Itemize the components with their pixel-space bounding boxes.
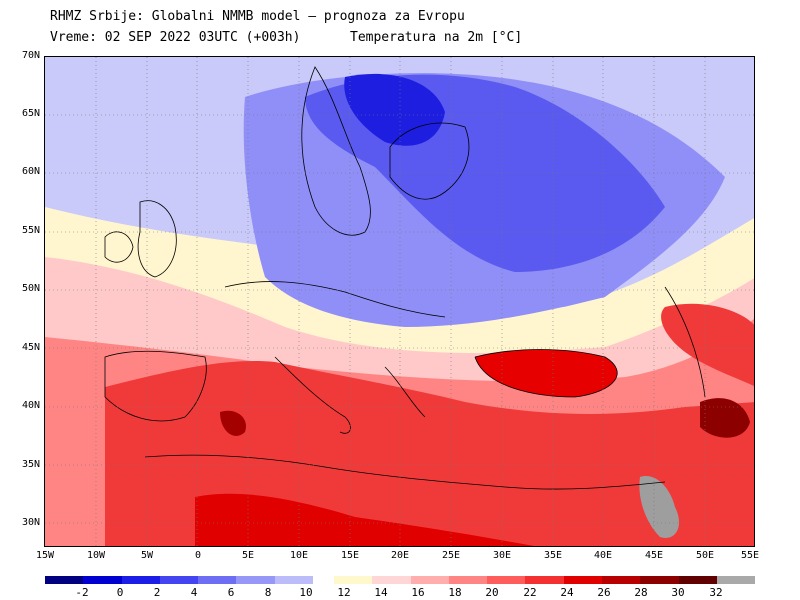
lon-label-5e: 5E xyxy=(241,550,255,561)
colorbar-label: 0 xyxy=(116,586,124,599)
zone-very-hot-north-africa xyxy=(195,493,535,546)
colorbar-swatch xyxy=(236,576,275,584)
colorbar-label: 32 xyxy=(709,586,723,599)
colorbar-label: 26 xyxy=(597,586,611,599)
lat-label-70n: 70N xyxy=(21,50,40,61)
colorbar-swatch xyxy=(640,576,679,584)
colorbar-label: 12 xyxy=(337,586,351,599)
zone-gray-mountains xyxy=(639,476,680,538)
colorbar-swatch xyxy=(525,576,564,584)
colorbar xyxy=(45,576,756,584)
lon-label-10w: 10W xyxy=(86,550,106,561)
map-canvas xyxy=(45,57,754,546)
colorbar-label: 8 xyxy=(264,586,272,599)
colorbar-label: -2 xyxy=(75,586,89,599)
lon-label-15e: 15E xyxy=(340,550,360,561)
zone-cold-core xyxy=(344,73,445,146)
lat-label-55n: 55N xyxy=(21,225,40,236)
colorbar-swatch xyxy=(563,576,602,584)
colorbar-swatch xyxy=(372,576,411,584)
graticule xyxy=(45,57,754,546)
colorbar-label: 22 xyxy=(523,586,537,599)
lat-label-50n: 50N xyxy=(21,283,40,294)
zone-extreme-south-caspian xyxy=(700,398,750,438)
colorbar-swatch xyxy=(716,576,756,584)
zone-extreme-sardinia xyxy=(220,410,246,436)
colorbar-swatch xyxy=(448,576,488,584)
zone-caspian-hot xyxy=(661,303,754,387)
colorbar-swatch xyxy=(159,576,199,584)
colorbar-swatch xyxy=(198,576,237,584)
colorbar-label: 28 xyxy=(634,586,648,599)
lon-label-10e: 10E xyxy=(289,550,309,561)
parameter-label: Temperatura na 2m [°C] xyxy=(350,30,523,45)
colorbar-label: 4 xyxy=(190,586,198,599)
lon-label-0: 0 xyxy=(194,550,202,561)
colorbar-swatch xyxy=(121,576,160,584)
lat-label-65n: 65N xyxy=(21,108,40,119)
lon-label-25e: 25E xyxy=(441,550,461,561)
forecast-time: Vreme: 02 SEP 2022 03UTC (+003h) xyxy=(50,30,301,45)
colorbar-swatch xyxy=(487,576,526,584)
lon-label-5w: 5W xyxy=(140,550,154,561)
coastlines xyxy=(104,66,706,490)
lat-label-35n: 35N xyxy=(21,459,40,470)
colorbar-swatch xyxy=(83,576,122,584)
lat-label-45n: 45N xyxy=(21,342,40,353)
colorbar-label: 6 xyxy=(227,586,235,599)
colorbar-label: 2 xyxy=(153,586,161,599)
lon-label-35e: 35E xyxy=(543,550,563,561)
colorbar-label: 14 xyxy=(374,586,388,599)
colorbar-label: 18 xyxy=(448,586,462,599)
colorbar-swatch xyxy=(45,576,84,584)
colorbar-swatch xyxy=(601,576,641,584)
lon-label-45e: 45E xyxy=(644,550,664,561)
lon-label-50e: 50E xyxy=(695,550,715,561)
colorbar-label: 24 xyxy=(560,586,574,599)
colorbar-label: 10 xyxy=(299,586,313,599)
colorbar-swatch xyxy=(274,576,313,584)
colorbar-swatch xyxy=(410,576,449,584)
lat-label-40n: 40N xyxy=(21,400,40,411)
title-line-2: Vreme: 02 SEP 2022 03UTC (+003h) Temperat… xyxy=(50,30,522,46)
colorbar-swatch xyxy=(334,576,373,584)
lon-label-55e: 55E xyxy=(740,550,760,561)
lon-label-15w: 15W xyxy=(35,550,55,561)
lon-label-40e: 40E xyxy=(593,550,613,561)
zone-black-sea-hot xyxy=(475,349,618,397)
lon-label-20e: 20E xyxy=(390,550,410,561)
colorbar-swatch xyxy=(678,576,717,584)
lon-label-30e: 30E xyxy=(492,550,512,561)
temperature-map xyxy=(44,56,755,547)
title-line-1: RHMZ Srbije: Globalni NMMB model — progn… xyxy=(50,9,465,24)
lat-label-60n: 60N xyxy=(21,166,40,177)
colorbar-gap xyxy=(312,576,335,584)
colorbar-label: 16 xyxy=(411,586,425,599)
colorbar-label: 30 xyxy=(671,586,685,599)
colorbar-label: 20 xyxy=(485,586,499,599)
lat-label-30n: 30N xyxy=(21,517,40,528)
